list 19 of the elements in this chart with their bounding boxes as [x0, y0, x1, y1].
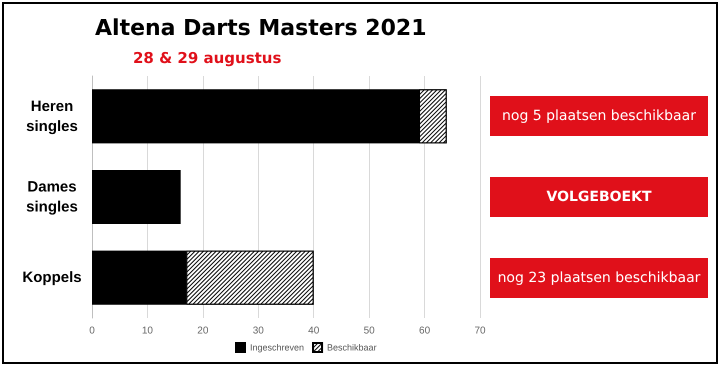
chart-subtitle: 28 & 29 augustus: [133, 49, 282, 67]
x-tick-label: 0: [89, 326, 96, 336]
x-tick-label: 10: [142, 326, 154, 336]
x-tick-label: 20: [197, 326, 209, 336]
bar: [92, 170, 181, 224]
text: nog 5 plaatsen beschikbaar: [490, 96, 708, 136]
y-tick-label: Koppels: [22, 269, 82, 286]
x-tick-label: 60: [419, 326, 431, 336]
x-tick-label: 40: [308, 326, 320, 336]
text: VOLGEBOEKT: [490, 177, 708, 217]
y-tick-label: Dames singles: [26, 178, 78, 216]
legend-label: Beschikbaar: [327, 342, 377, 352]
x-tick-label: 70: [474, 326, 486, 336]
chart-title: Altena Darts Masters 2021: [95, 16, 427, 41]
legend-label: Ingeschreven: [250, 342, 304, 352]
x-tick-label: 50: [364, 326, 376, 336]
text: nog 23 plaatsen beschikbaar: [490, 258, 708, 298]
x-tick-label: 30: [252, 326, 264, 336]
y-tick-label: Heren singles: [26, 98, 78, 135]
